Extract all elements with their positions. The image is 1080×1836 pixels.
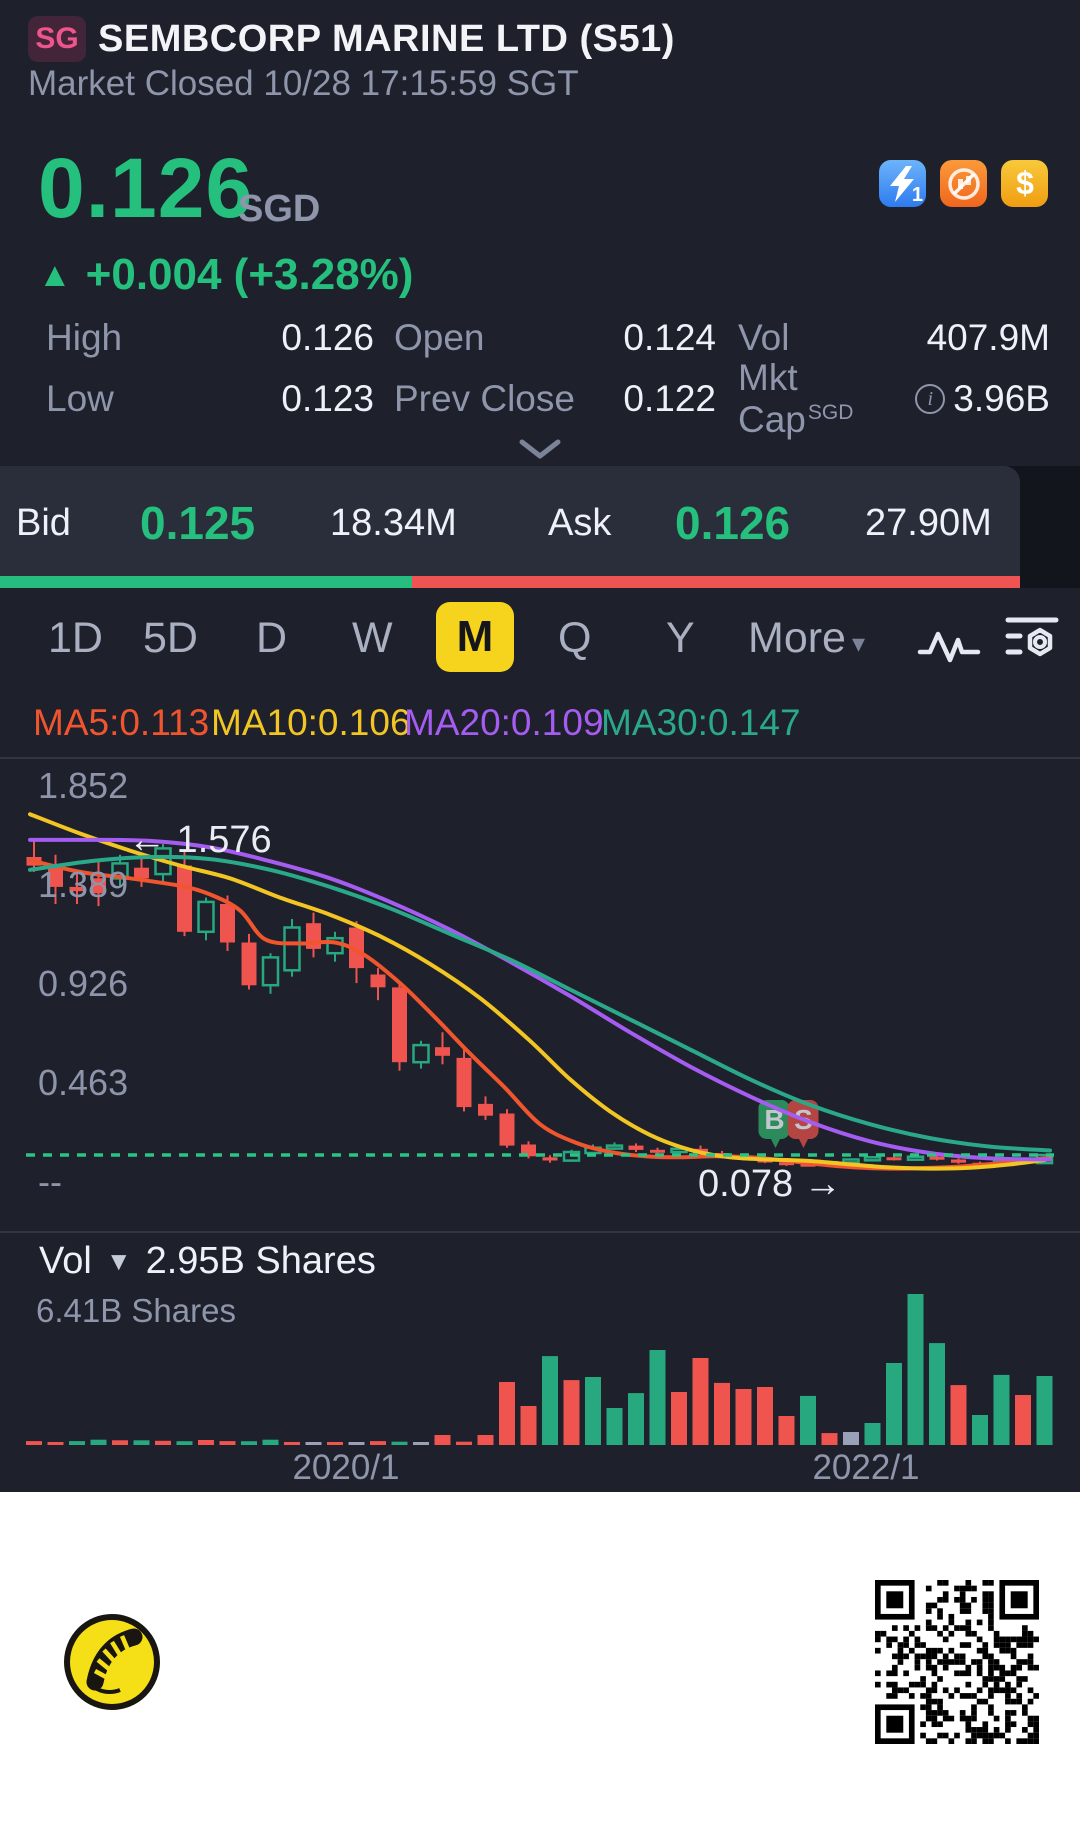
stat-value: 0.123 bbox=[281, 378, 374, 419]
stat-low: Low 0.123 bbox=[46, 377, 374, 421]
stat-open: Open 0.124 bbox=[394, 316, 716, 360]
ask-label: Ask bbox=[548, 502, 612, 544]
volume-chart[interactable] bbox=[0, 1290, 1080, 1448]
tab-y[interactable]: Y bbox=[666, 614, 695, 662]
bid-ask-panel[interactable]: Bid 0.125 18.34M Ask 0.126 27.90M bbox=[0, 466, 1020, 588]
bid-ratio-segment bbox=[0, 576, 413, 588]
divider bbox=[0, 1231, 1080, 1233]
market-status: Market Closed 10/28 17:15:59 SGT bbox=[28, 64, 579, 103]
tab-5d[interactable]: 5D bbox=[143, 614, 198, 662]
svg-text:1.389: 1.389 bbox=[38, 864, 128, 905]
exchange-badge: SG bbox=[28, 16, 86, 62]
svg-text:1.852: 1.852 bbox=[38, 765, 128, 806]
promo-footer: TIGER BROKERS Scan the QR code to partic… bbox=[0, 1492, 1080, 1836]
vol-value: 2.95B Shares bbox=[145, 1240, 376, 1282]
cash-reward-icon[interactable]: $ bbox=[1001, 160, 1048, 207]
stat-value: i 3.96B bbox=[915, 378, 1050, 420]
x-axis-label-2020: 2020/1 bbox=[292, 1448, 400, 1487]
tab-more[interactable]: More ▾ bbox=[748, 614, 866, 662]
bid-volume: 18.34M bbox=[330, 502, 457, 544]
svg-text:0.463: 0.463 bbox=[38, 1062, 128, 1103]
volume-header[interactable]: Vol ▼ 2.95B Shares bbox=[39, 1240, 376, 1283]
qr-code bbox=[875, 1580, 1039, 1744]
ma10-legend[interactable]: MA10:0.106 bbox=[211, 702, 411, 743]
vol-label: Vol bbox=[39, 1240, 92, 1282]
svg-text:← 1.576: ← 1.576 bbox=[128, 819, 272, 861]
price-change: ▲ +0.004 (+3.28%) bbox=[38, 250, 413, 300]
ma20-legend[interactable]: MA20:0.109 bbox=[404, 702, 604, 743]
ask-ratio-segment bbox=[412, 576, 1020, 588]
stat-high: High 0.126 bbox=[46, 316, 374, 360]
tab-d[interactable]: D bbox=[256, 614, 288, 662]
volume-max-label: 6.41B Shares bbox=[36, 1292, 236, 1329]
tiger-brokers-logo bbox=[64, 1614, 160, 1710]
ask-volume: 27.90M bbox=[865, 502, 992, 544]
bid-price: 0.125 bbox=[140, 497, 256, 549]
vol-dropdown-icon: ▼ bbox=[105, 1246, 132, 1276]
price-chart[interactable]: B S 1.852 1.389 0.926 0.463 -- ← 1.576 0.078 → bbox=[0, 762, 1080, 1202]
indicator-settings-icon[interactable] bbox=[1004, 612, 1060, 668]
chart-style-icon[interactable] bbox=[916, 622, 982, 668]
svg-text:$: $ bbox=[1016, 165, 1034, 201]
stat-label: Vol bbox=[738, 317, 790, 358]
stat-vol: Vol 407.9M bbox=[738, 316, 1050, 360]
stat-label: Low bbox=[46, 378, 114, 419]
stat-prev-close: Prev Close 0.122 bbox=[394, 377, 716, 421]
svg-text:0.926: 0.926 bbox=[38, 963, 128, 1004]
ask-price: 0.126 bbox=[675, 497, 791, 549]
tab-q[interactable]: Q bbox=[558, 614, 592, 662]
bid-ask-ratio-bar bbox=[0, 576, 1020, 588]
promo-icon-row: 1 $ bbox=[879, 160, 1048, 207]
currency-label: SGD bbox=[238, 188, 321, 230]
flash-order-icon[interactable]: 1 bbox=[879, 160, 926, 207]
stat-value: 0.124 bbox=[623, 317, 716, 358]
stat-label: High bbox=[46, 317, 123, 358]
mkt-cap-currency-sup: SGD bbox=[807, 400, 854, 424]
stat-mkt-cap: Mkt CapSGD i 3.96B bbox=[738, 357, 1050, 440]
ma30-legend[interactable]: MA30:0.147 bbox=[601, 702, 801, 743]
stat-label: Open bbox=[394, 317, 485, 358]
stat-value: 0.126 bbox=[281, 317, 374, 358]
caret-down-icon: ▾ bbox=[851, 628, 866, 658]
x-axis-label-2022: 2022/1 bbox=[812, 1448, 920, 1487]
stat-label: Mkt CapSGD bbox=[738, 357, 854, 440]
divider bbox=[0, 757, 1080, 759]
svg-text:--: -- bbox=[38, 1161, 62, 1202]
ma5-legend[interactable]: MA5:0.113 bbox=[33, 702, 210, 743]
up-triangle-icon: ▲ bbox=[38, 255, 72, 294]
tab-1d[interactable]: 1D bbox=[48, 614, 103, 662]
stat-label: Prev Close bbox=[394, 378, 575, 419]
collapse-chevron-icon[interactable] bbox=[516, 438, 564, 460]
stat-value: 0.122 bbox=[623, 378, 716, 419]
svg-text:0.078 →: 0.078 → bbox=[698, 1163, 842, 1202]
stat-value: 407.9M bbox=[926, 317, 1050, 358]
bid-label: Bid bbox=[16, 502, 71, 544]
price-change-text: +0.004 (+3.28%) bbox=[85, 250, 414, 299]
stock-title: SEMBCORP MARINE LTD (S51) bbox=[98, 18, 675, 60]
order-book-strip: Bid 0.125 18.34M Ask 0.126 27.90M bbox=[0, 466, 1080, 588]
last-price: 0.126 bbox=[38, 141, 254, 235]
info-icon[interactable]: i bbox=[915, 384, 946, 414]
tab-w[interactable]: W bbox=[352, 614, 393, 662]
tab-m-selected[interactable]: M bbox=[436, 602, 514, 672]
flash-order-number: 1 bbox=[911, 184, 923, 206]
commission-free-icon[interactable] bbox=[940, 160, 987, 207]
